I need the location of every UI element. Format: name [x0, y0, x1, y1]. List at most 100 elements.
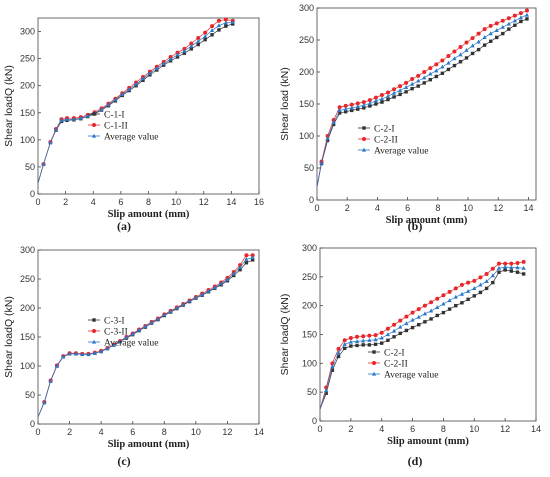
data-point: [168, 309, 173, 314]
y-tick-label: 300: [299, 3, 314, 13]
data-point: [501, 31, 505, 36]
data-point: [482, 43, 487, 47]
data-point: [398, 318, 403, 323]
data-point: [187, 298, 192, 303]
series-c-3-ii: [37, 253, 255, 418]
data-point: [404, 328, 409, 333]
data-point: [149, 320, 154, 325]
data-point: [342, 342, 347, 346]
data-point: [507, 27, 511, 31]
series-line: [319, 266, 524, 410]
data-point: [464, 40, 469, 45]
data-point: [155, 68, 159, 72]
series-c-2-i: [316, 17, 529, 188]
data-point: [428, 77, 432, 82]
data-point: [148, 73, 152, 77]
legend-marker: [362, 137, 366, 141]
y-tick-label: 150: [20, 108, 35, 118]
legend-marker: [372, 350, 376, 354]
data-point: [174, 305, 180, 310]
x-tick-label: 12: [500, 424, 510, 434]
data-point: [99, 107, 104, 112]
data-point: [106, 102, 111, 107]
data-point: [237, 265, 243, 269]
y-tick-label: 250: [20, 274, 35, 284]
data-point: [428, 308, 434, 313]
data-point: [398, 331, 402, 336]
data-point: [404, 314, 409, 319]
x-tick-label: 14: [523, 203, 533, 213]
legend-marker: [92, 318, 96, 322]
y-tick-label: 300: [20, 27, 35, 37]
data-point: [250, 253, 255, 258]
data-point: [193, 295, 198, 300]
data-point: [325, 138, 330, 143]
y-tick-label: 0: [312, 416, 317, 426]
data-point: [380, 100, 384, 104]
data-point: [416, 307, 421, 312]
x-tick-label: 2: [63, 197, 68, 207]
data-point: [495, 35, 499, 40]
y-tick-label: 50: [25, 162, 35, 172]
data-point: [244, 261, 249, 265]
x-tick-label: 16: [254, 197, 264, 207]
y-tick-label: 100: [20, 135, 35, 145]
series-line: [319, 261, 524, 410]
data-point: [515, 260, 520, 265]
data-point: [154, 66, 159, 70]
legend-entry: C-1-I: [104, 111, 125, 121]
data-point: [476, 47, 481, 52]
data-point: [470, 51, 475, 56]
data-point: [367, 337, 372, 342]
data-point: [117, 339, 123, 344]
data-point: [435, 305, 440, 309]
y-axis-label: Shear load (kN): [279, 67, 291, 141]
panel-label: (a): [117, 219, 131, 233]
data-point: [231, 271, 236, 276]
data-point: [509, 261, 514, 266]
data-point: [161, 61, 166, 66]
legend-marker: [91, 339, 97, 344]
data-point: [127, 87, 132, 92]
data-point: [398, 84, 403, 89]
data-point: [410, 325, 415, 330]
data-point: [361, 102, 366, 107]
data-point: [48, 140, 53, 145]
data-point: [440, 58, 445, 63]
data-point: [143, 324, 148, 329]
data-point: [385, 326, 390, 331]
data-point: [434, 62, 439, 67]
data-point: [496, 261, 501, 266]
data-point: [203, 37, 207, 42]
data-point: [216, 18, 221, 23]
legend-entry: Average value: [104, 133, 158, 143]
data-point: [459, 291, 465, 296]
data-point: [440, 71, 445, 75]
data-point: [423, 320, 427, 324]
x-tick-label: 6: [410, 424, 415, 434]
data-point: [71, 116, 77, 121]
data-point: [429, 300, 434, 305]
y-tick-label: 200: [20, 303, 35, 313]
series-average-value: [37, 20, 235, 184]
data-point: [525, 17, 529, 21]
legend-marker: [362, 126, 366, 130]
data-point: [500, 24, 505, 29]
series-c-2-i: [319, 268, 526, 410]
data-point: [416, 73, 421, 78]
data-point: [367, 101, 372, 105]
data-point: [422, 311, 428, 316]
data-point: [509, 269, 514, 273]
data-point: [435, 313, 439, 318]
x-tick-label: 10: [463, 203, 473, 213]
x-tick-label: 6: [405, 203, 410, 213]
panel-label: (c): [117, 454, 130, 468]
data-point: [521, 259, 526, 264]
data-point: [206, 288, 211, 293]
data-point: [136, 327, 142, 332]
x-axis-label: Slip amount (mm): [386, 215, 468, 226]
data-point: [447, 307, 452, 311]
data-point: [428, 71, 433, 76]
data-point: [464, 47, 469, 52]
data-point: [348, 339, 353, 344]
